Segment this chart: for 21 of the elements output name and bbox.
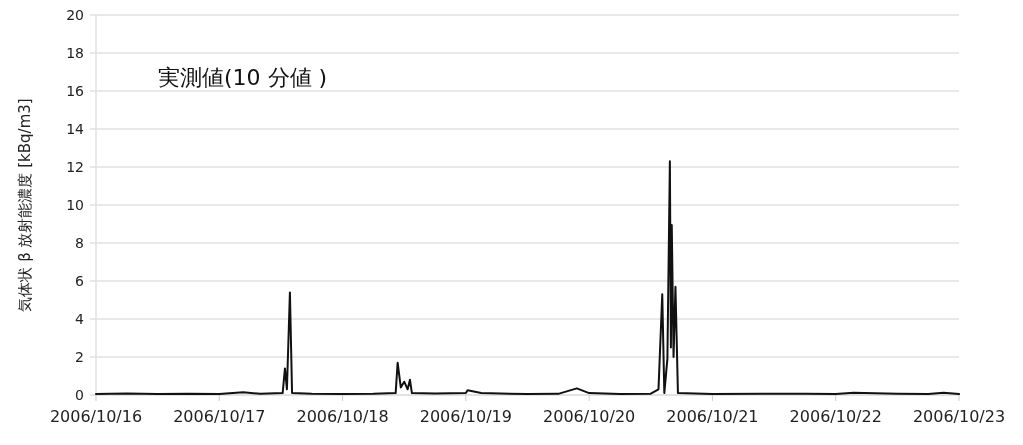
y-tick-label: 2: [75, 349, 84, 365]
y-tick-label: 4: [75, 311, 85, 327]
x-tick-label: 2006/10/17: [173, 407, 266, 426]
x-tick-label: 2006/10/16: [49, 407, 143, 426]
x-tick-label: 2006/10/23: [912, 407, 1006, 426]
x-tick-label: 2006/10/18: [296, 407, 389, 426]
x-tick-label: 2006/10/21: [666, 407, 759, 426]
y-axis-title: 気体状 β 放射能濃度 [kBq/m3]: [16, 98, 34, 312]
x-tick-label: 2006/10/20: [543, 407, 636, 426]
y-tick-label: 0: [75, 387, 84, 403]
x-tick-label: 2006/10/19: [419, 407, 512, 426]
y-tick-label: 20: [66, 7, 84, 23]
y-tick-label: 8: [75, 235, 84, 251]
y-tick-label: 18: [66, 45, 84, 61]
y-tick-label: 16: [66, 83, 85, 99]
text: 実測値(10 分値 ): [158, 65, 328, 90]
y-tick-label: 6: [75, 273, 85, 289]
x-tick-label: 2006/10/22: [789, 407, 882, 426]
y-tick-label: 12: [66, 159, 84, 175]
y-tick-label: 10: [66, 197, 84, 213]
y-tick-label: 14: [66, 121, 85, 137]
